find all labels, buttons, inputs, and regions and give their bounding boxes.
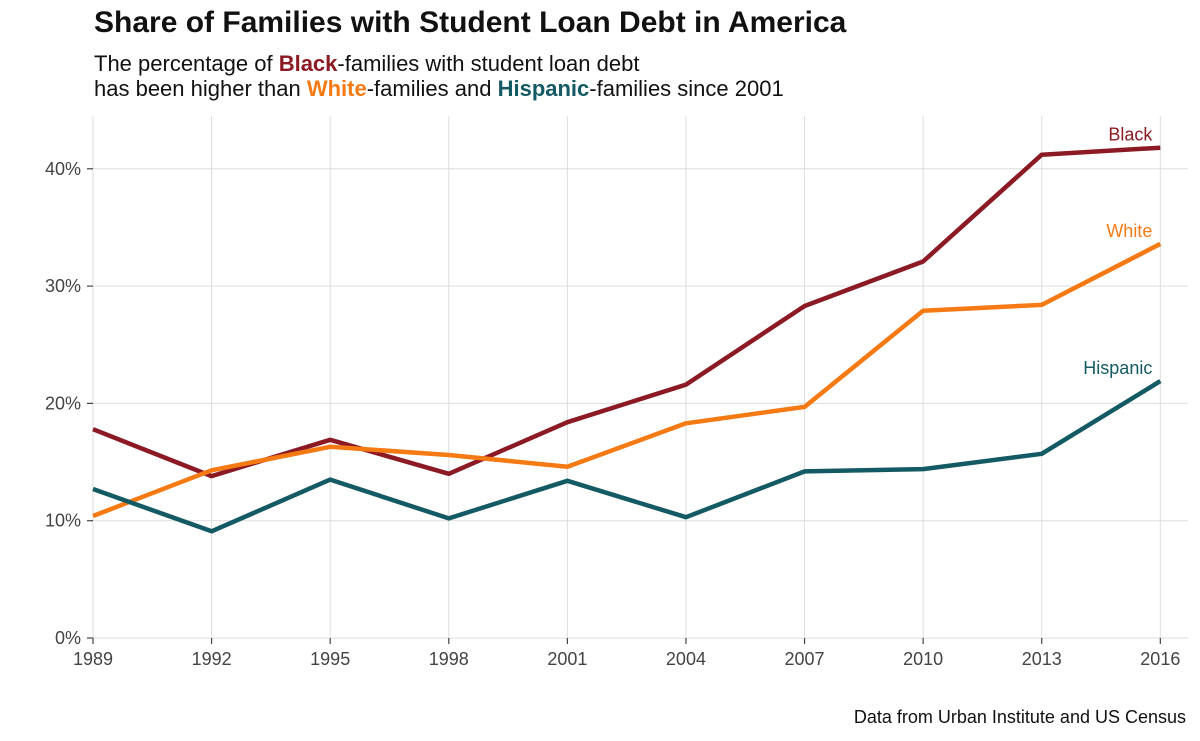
series-lines <box>92 145 1162 534</box>
x-tick-label: 2013 <box>1022 649 1062 669</box>
subtitle-text: The percentage of <box>94 51 279 76</box>
subtitle-black-highlight: Black <box>278 51 338 76</box>
series-labels: Black White Hispanic <box>1083 125 1153 378</box>
x-tick-label: 1998 <box>429 649 469 669</box>
series-line-black <box>92 145 1161 479</box>
subtitle-white-highlight: White <box>306 76 367 101</box>
series-label-black: Black <box>1108 125 1153 145</box>
y-tick-label: 30% <box>45 276 81 296</box>
x-tick-label: 2016 <box>1140 649 1180 669</box>
y-tick-label: 40% <box>45 159 81 179</box>
series-label-hispanic: Hispanic <box>1083 358 1152 378</box>
subtitle-text: -families and <box>366 76 498 101</box>
subtitle-text: -families with student loan debt <box>337 51 640 76</box>
y-tick-label: 0% <box>55 628 81 648</box>
chart-title: Share of Families with Student Loan Debt… <box>94 6 847 39</box>
series-line-hispanic <box>92 379 1162 534</box>
x-tick-label: 1989 <box>73 649 113 669</box>
source-caption: Data from Urban Institute and US Census <box>853 707 1186 727</box>
series-label-white: White <box>1106 221 1152 241</box>
x-tick-label: 2001 <box>547 649 587 669</box>
series-line-white <box>92 241 1162 519</box>
x-tick-label: 2004 <box>666 649 706 669</box>
y-tick-label: 10% <box>45 511 81 531</box>
subtitle-text: has been higher than <box>94 76 307 101</box>
x-tick-label: 2010 <box>903 649 943 669</box>
subtitle-line-2: has been higher than White-families and … <box>94 76 784 101</box>
subtitle-line-1: The percentage of Black-families with st… <box>94 51 784 76</box>
x-tick-label: 1992 <box>192 649 232 669</box>
grid-lines <box>92 116 1188 639</box>
x-tick-label: 2007 <box>785 649 825 669</box>
x-tick-label: 1995 <box>310 649 350 669</box>
axes: 0% 10% 20% 30% 40% 1989 1992 1995 1998 2001 2004 20… <box>45 159 1180 669</box>
subtitle-hispanic-highlight: Hispanic <box>497 76 590 101</box>
chart-subtitle: The percentage of Black-families with st… <box>94 51 784 101</box>
subtitle-text: -families since 2001 <box>589 76 784 101</box>
y-tick-label: 20% <box>45 393 81 413</box>
